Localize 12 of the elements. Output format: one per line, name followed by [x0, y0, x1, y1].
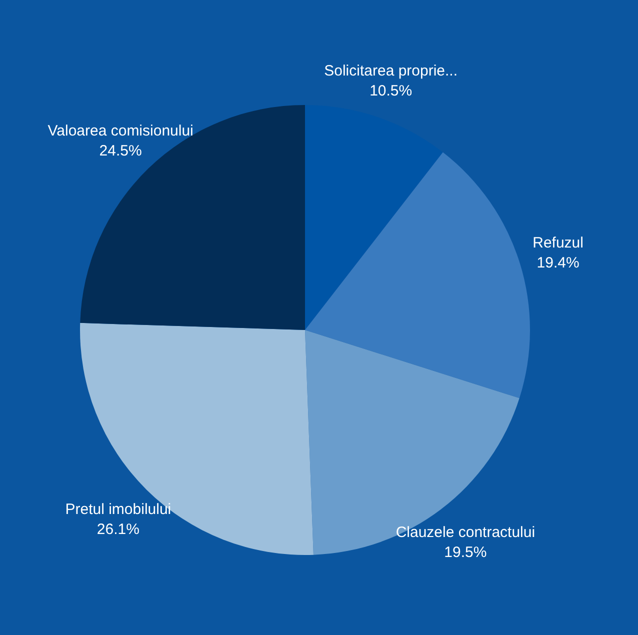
- slice-label: Clauzele contractului: [396, 524, 536, 541]
- pie-slice: [305, 152, 530, 398]
- slice-label: Pretul imobilului: [65, 500, 172, 518]
- slice-label: Solicitarea proprie...: [324, 62, 458, 80]
- slice-label: Refuzul: [532, 234, 584, 252]
- data-label: 19.5%: [444, 544, 487, 561]
- data-label: 24.5%: [99, 142, 142, 160]
- data-label: 26.1%: [96, 520, 140, 538]
- data-label: 19.4%: [536, 254, 580, 272]
- pie-slice: [305, 105, 443, 330]
- slice-label: Valoarea comisionului: [48, 122, 194, 140]
- data-label: 10.5%: [370, 82, 412, 100]
